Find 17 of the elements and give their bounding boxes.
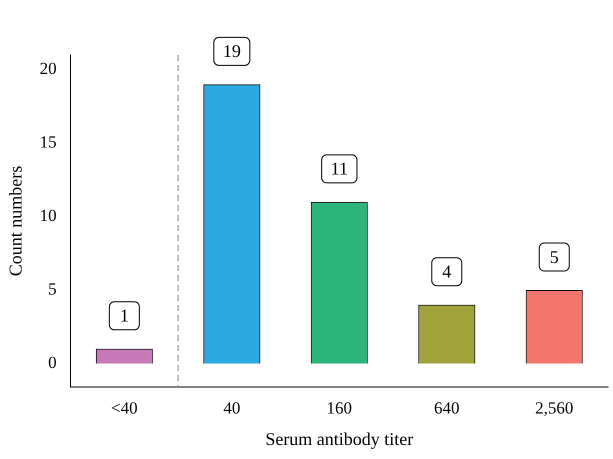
y-tick-label: 0 — [48, 352, 57, 372]
x-tick-label: 160 — [326, 398, 352, 418]
y-tick-label: 5 — [48, 280, 57, 299]
data-label: 19 — [222, 41, 241, 62]
data-label: 5 — [550, 246, 559, 267]
y-tick-label: 10 — [40, 206, 57, 226]
x-tick-label: 40 — [223, 398, 240, 418]
data-label: 11 — [330, 158, 348, 179]
y-tick-label: 15 — [40, 132, 57, 152]
y-tick-label: 20 — [40, 59, 57, 78]
y-axis-title: Count numbers — [6, 166, 26, 276]
data-label: 1 — [120, 306, 129, 326]
x-tick-label: <40 — [111, 398, 138, 418]
x-tick-label: 640 — [434, 398, 460, 418]
x-tick-label: 2,560 — [535, 398, 574, 418]
x-axis-title: Serum antibody titer — [265, 428, 414, 449]
data-label: 4 — [442, 261, 452, 282]
